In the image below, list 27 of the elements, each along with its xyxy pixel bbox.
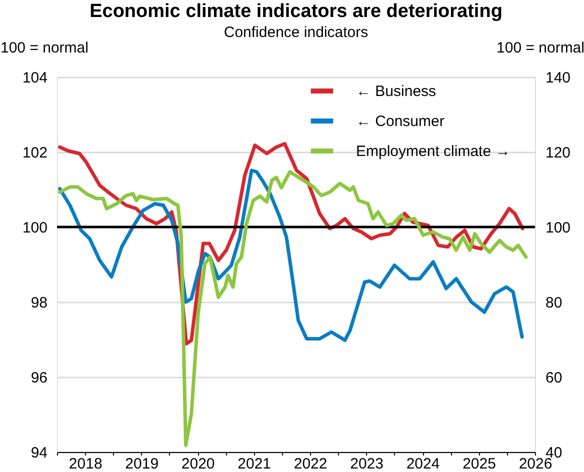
y-tick-label: 98	[30, 294, 48, 312]
chart-subtitle: Confidence indicators	[224, 24, 368, 41]
y2-tick-label: 120	[546, 144, 571, 162]
x-tick-label: 2022	[294, 456, 328, 472]
x-tick-label: 2023	[350, 456, 384, 472]
line-series	[58, 170, 528, 447]
chart-title: Economic climate indicators are deteriorating	[90, 1, 502, 22]
x-tick-label: 2018	[68, 456, 102, 472]
x-tick-label: 2024	[406, 456, 440, 472]
y2-tick-label: 100	[546, 220, 571, 236]
y-axis-title: 100 = normal	[0, 40, 88, 56]
y2-tick-label: 140	[546, 70, 571, 86]
y-tick-label: 94	[30, 444, 48, 462]
x-tick-label: 2025	[462, 456, 496, 472]
x-tick-label: 2020	[181, 456, 215, 472]
y2-axis-title: 100 = normal	[496, 40, 584, 56]
y-tick-label: 104	[22, 70, 48, 86]
y2-tick-label: 60	[546, 370, 562, 386]
legend-label: Employment climate →	[356, 143, 510, 160]
y2-tick-label: 80	[546, 294, 562, 312]
x-tick-label: 2019	[125, 456, 159, 472]
x-tick-label: 2021	[238, 456, 272, 472]
legend-label: ← Business	[356, 83, 436, 100]
y-tick-label: 96	[30, 370, 48, 386]
y-tick-label: 100	[22, 220, 48, 236]
y-tick-label: 102	[22, 144, 48, 162]
legend-label: ← Consumer	[356, 113, 444, 130]
